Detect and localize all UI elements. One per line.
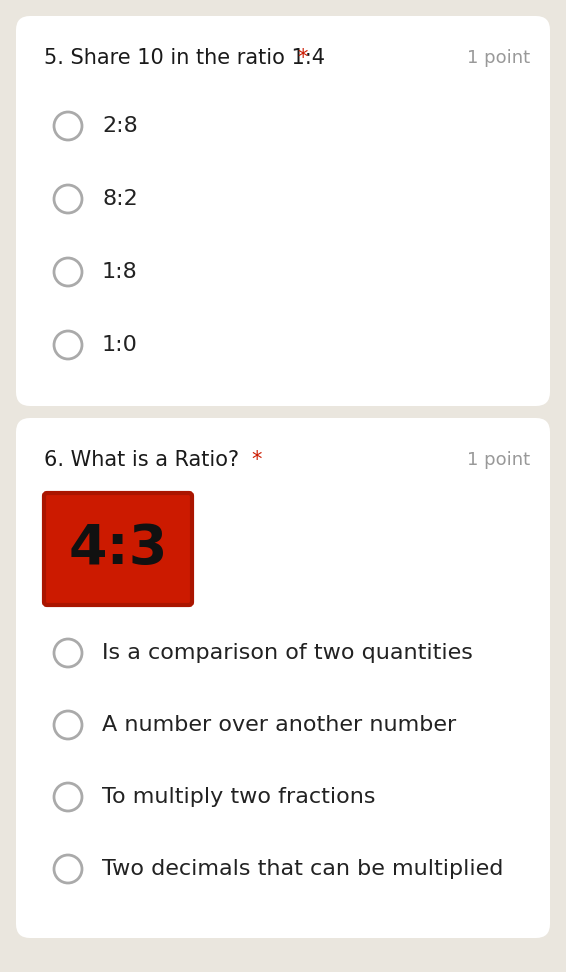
Circle shape — [54, 783, 82, 811]
Text: 1:8: 1:8 — [102, 262, 138, 282]
Text: 1:0: 1:0 — [102, 335, 138, 355]
Circle shape — [54, 112, 82, 140]
FancyBboxPatch shape — [16, 16, 550, 406]
Text: *: * — [251, 450, 261, 470]
Circle shape — [54, 855, 82, 883]
Text: A number over another number: A number over another number — [102, 715, 456, 735]
Text: 1 point: 1 point — [467, 49, 530, 67]
Circle shape — [54, 185, 82, 213]
Text: To multiply two fractions: To multiply two fractions — [102, 787, 375, 807]
Circle shape — [54, 258, 82, 286]
Text: 4:3: 4:3 — [68, 522, 168, 576]
Text: 1 point: 1 point — [467, 451, 530, 469]
Text: 6. What is a Ratio?: 6. What is a Ratio? — [44, 450, 246, 470]
Text: Is a comparison of two quantities: Is a comparison of two quantities — [102, 643, 473, 663]
Text: 5. Share 10 in the ratio 1:4: 5. Share 10 in the ratio 1:4 — [44, 48, 332, 68]
Text: 2:8: 2:8 — [102, 116, 138, 136]
Circle shape — [54, 711, 82, 739]
Text: Two decimals that can be multiplied: Two decimals that can be multiplied — [102, 859, 503, 879]
Circle shape — [54, 331, 82, 359]
Text: *: * — [297, 48, 307, 68]
FancyBboxPatch shape — [44, 493, 192, 605]
Text: 8:2: 8:2 — [102, 189, 138, 209]
Circle shape — [54, 639, 82, 667]
FancyBboxPatch shape — [16, 418, 550, 938]
